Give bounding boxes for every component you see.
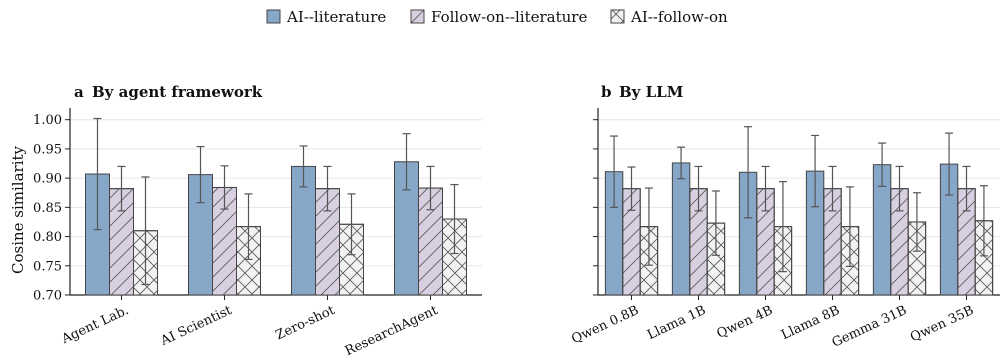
legend-label: AI--literature: [286, 8, 386, 26]
panel-b: b By LLM Qwen 0.8B Llama 1B Qwen 4B Llama 8…: [569, 83, 1000, 351]
legend: AI--literature Follow-on--literature AI--f…: [266, 8, 728, 26]
legend-swatch: [266, 9, 281, 24]
bar: [671, 162, 691, 296]
panel-a-letter: a: [74, 83, 84, 101]
y-tick-label: 0.70: [33, 289, 62, 304]
x-tick-label: AI Scientist: [158, 303, 235, 350]
legend-label: AI--follow-on: [630, 8, 728, 26]
x-tick-label: Gemma 31B: [830, 303, 909, 351]
x-tick-label: Qwen 4B: [715, 303, 776, 342]
legend-item: AI--literature: [266, 8, 386, 26]
panel-a: a By agent framework Cosine similarity 0…: [9, 83, 482, 359]
legend-swatch-hatch: [410, 9, 425, 24]
x-tick-label: Qwen 0.8B: [569, 303, 641, 347]
y-tick-label: 0.75: [33, 259, 62, 274]
legend-label: Follow-on--literature: [431, 8, 587, 26]
x-tick-label: Agent Lab.: [59, 303, 131, 347]
legend-swatch-hatch: [610, 9, 625, 24]
y-tick-label: 0.85: [33, 201, 62, 216]
x-tick-label: Llama 1B: [645, 303, 708, 343]
gridlines: [598, 119, 1000, 267]
legend-item: Follow-on--literature: [410, 8, 587, 26]
y-tick-label: 0.80: [33, 230, 62, 245]
panel-b-letter: b: [601, 83, 612, 101]
x-tick-label: ResearchAgent: [343, 303, 441, 359]
y-tick-label: 0.90: [33, 172, 62, 187]
y-tick-label: 1.00: [33, 113, 62, 128]
y-tick-label: 0.95: [33, 142, 62, 157]
x-tick-label: Qwen 35B: [908, 303, 976, 345]
panel-a-plot: 0.70 0.75 0.80 0.85 0.90 0.95 1.00 Agent Lab. AI…: [33, 108, 482, 359]
panel-a-y-axis-label: Cosine similarity: [9, 145, 27, 274]
panel-b-title: By LLM: [619, 83, 683, 101]
panel-a-title: By agent framework: [92, 83, 263, 101]
x-tick-label: Zero-shot: [274, 303, 338, 344]
legend-item: AI--follow-on: [610, 8, 728, 26]
